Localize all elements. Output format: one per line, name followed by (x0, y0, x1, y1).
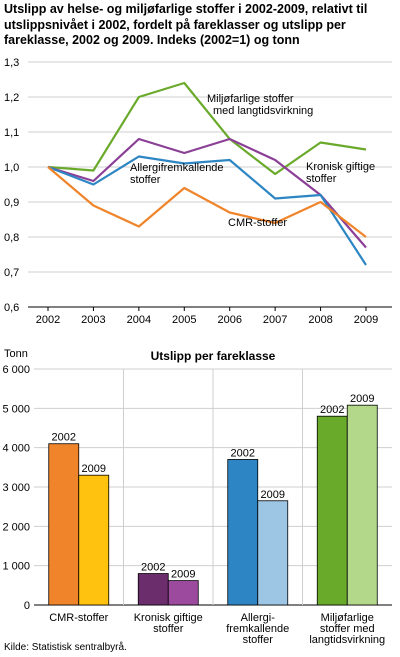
bar-year-label: 2009 (350, 393, 374, 405)
x-tick-label: 2008 (308, 314, 332, 326)
series-line (47, 166, 367, 238)
y-tick-label: 1,0 (4, 162, 19, 174)
series-line (47, 81, 367, 176)
bar-year-label: 2002 (141, 562, 165, 574)
y-tick-label: 5 000 (2, 403, 30, 415)
bar-year-label: 2002 (52, 432, 76, 444)
category-label: Allergi- (241, 612, 276, 624)
bar (316, 415, 348, 606)
x-tick-label: 2002 (36, 314, 60, 326)
y-tick-label: 0,7 (4, 267, 19, 279)
bar-year-label: 2009 (261, 489, 285, 501)
x-tick-label: 2006 (217, 314, 241, 326)
series-label: stoffer (306, 173, 337, 185)
chart-title: Utslipp av helse- og miljøfarlige stoffe… (4, 2, 368, 47)
y-tick-label: 1,2 (4, 92, 19, 104)
source-note: Kilde: Statistisk sentralbyrå. (4, 642, 127, 653)
category-label: Kronisk giftige (134, 612, 203, 624)
bar (346, 404, 378, 606)
y-tick-label: 4 000 (2, 443, 30, 455)
bar (167, 580, 199, 606)
category-label: fremkallende (226, 623, 289, 635)
y-tick-label: 1 000 (2, 561, 30, 573)
y-tick-label: 3 000 (2, 482, 30, 494)
bar (137, 573, 169, 606)
category-label: stoffer (153, 623, 184, 635)
y-tick-label: 0 (24, 600, 30, 612)
bar-year-label: 2009 (82, 463, 106, 475)
x-tick-label: 2009 (354, 314, 378, 326)
y-tick-label: 0,9 (4, 197, 19, 209)
x-tick-label: 2004 (127, 314, 151, 326)
series-line (47, 137, 367, 249)
x-tick-label: 2005 (172, 314, 196, 326)
series-line (47, 155, 367, 266)
line-chart: 0,6 0,7 0,8 0,9 1,0 1,1 1,2 1,3 2002 2003 2004 2005… (4, 57, 392, 326)
bar-year-label: 2009 (171, 569, 195, 581)
x-tick-label: 2007 (263, 314, 287, 326)
category-label: stoffer med (320, 623, 375, 635)
y-tick-label: 0,8 (4, 232, 19, 244)
category-label: CMR-stoffer (49, 612, 108, 624)
category-label: langtidsvirkning (309, 634, 385, 646)
series-label: Allergifremkallende (130, 162, 224, 174)
series-label: Kronisk giftige (306, 161, 375, 173)
y-tick-label: 1,1 (4, 127, 19, 139)
y-axis-title: Tonn (4, 348, 28, 360)
bar (78, 474, 110, 606)
y-tick-label: 2 000 (2, 521, 30, 533)
series-label: med langtidsvirkning (213, 105, 313, 117)
bar-year-label: 2002 (320, 404, 344, 416)
category-label: stoffer (243, 634, 274, 646)
y-tick-label: 1,3 (4, 57, 19, 69)
bar-year-label: 2002 (231, 447, 255, 459)
x-tick-label: 2003 (81, 314, 105, 326)
series-label: Miljøfarlige stoffer (207, 93, 294, 105)
category-label: Miljøfarlige (321, 612, 374, 624)
bar (48, 443, 80, 606)
bar (227, 459, 259, 606)
bar-chart-title: Utslipp per fareklasse (151, 349, 276, 363)
y-tick-label: 0,6 (4, 302, 19, 314)
series-label: stoffer (130, 174, 161, 186)
y-tick-label: 6 000 (2, 364, 30, 376)
bar (257, 500, 289, 606)
series-label: CMR-stoffer (228, 217, 287, 229)
